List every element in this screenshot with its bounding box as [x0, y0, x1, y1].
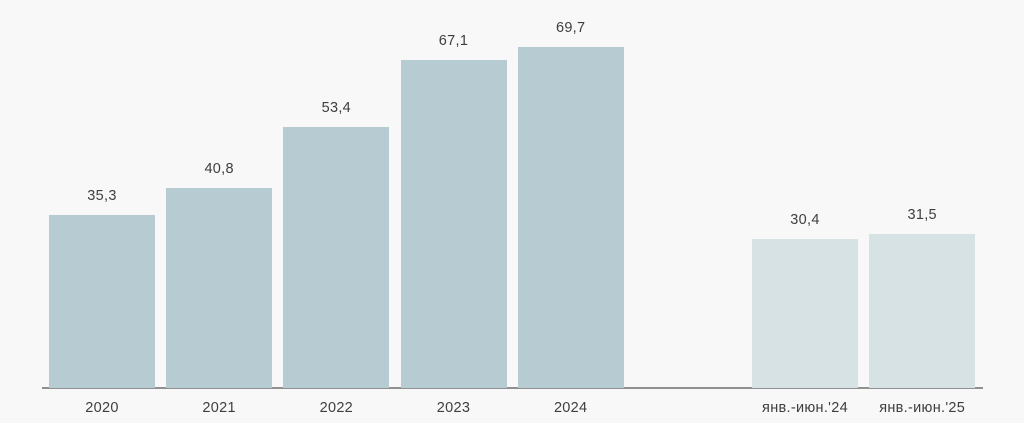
axis-label-2024: 2024	[553, 400, 588, 416]
bar-янв.-июн.'24	[752, 239, 859, 388]
bar-value-label-янв.-июн.'25: 31,5	[907, 206, 937, 223]
axis-label-2022: 2022	[319, 400, 354, 416]
bar-2024	[517, 47, 624, 388]
bar-value-label-2021: 40,8	[204, 161, 234, 178]
bar-value-label-2024: 69,7	[555, 20, 586, 37]
x-axis-line	[42, 387, 983, 389]
bar-2022	[283, 126, 390, 388]
axis-label-янв.-июн.'25: янв.-июн.'25	[879, 400, 966, 416]
bar-value-label-2023: 67,1	[438, 32, 469, 49]
axis-label-2023: 2023	[436, 400, 471, 416]
bar-value-label-2022: 53,4	[321, 99, 352, 116]
bar-value-label-янв.-июн.'24: 30,4	[790, 212, 820, 229]
bar-value-label-2020: 35,3	[87, 188, 117, 205]
bar-2021	[166, 188, 273, 388]
bar-2023	[400, 59, 507, 388]
axis-label-2020: 2020	[85, 400, 119, 416]
bar-янв.-июн.'25	[869, 233, 976, 388]
axis-label-янв.-июн.'24: янв.-июн.'24	[762, 400, 848, 416]
bar-2020	[49, 215, 155, 388]
axis-label-2021: 2021	[202, 400, 236, 416]
